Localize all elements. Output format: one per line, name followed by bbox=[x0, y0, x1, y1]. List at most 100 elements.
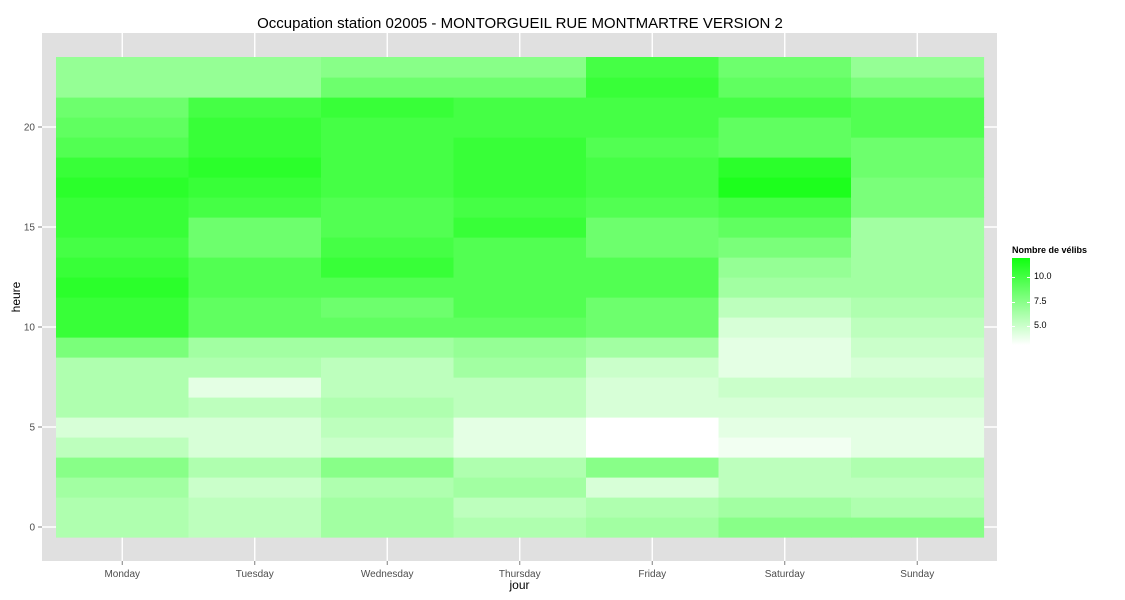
heatmap-cell bbox=[851, 97, 985, 118]
heatmap-cell bbox=[586, 237, 720, 258]
heatmap-cell bbox=[718, 297, 852, 318]
heatmap-cell bbox=[851, 297, 985, 318]
heatmap-cell bbox=[56, 257, 190, 278]
heatmap-cell bbox=[586, 357, 720, 378]
heatmap-cell bbox=[586, 477, 720, 498]
heatmap-cell bbox=[453, 377, 587, 398]
heatmap-cell bbox=[453, 357, 587, 378]
heatmap-cell bbox=[188, 137, 322, 158]
heatmap-cell bbox=[718, 357, 852, 378]
heatmap-cell bbox=[586, 277, 720, 298]
heatmap-cell bbox=[321, 317, 455, 338]
heatmap-cell bbox=[188, 117, 322, 138]
heatmap-cell bbox=[56, 317, 190, 338]
heatmap-cell bbox=[321, 117, 455, 138]
heatmap-cell bbox=[851, 197, 985, 218]
heatmap-cell bbox=[321, 57, 455, 78]
heatmap-cell bbox=[56, 517, 190, 538]
heatmap-cell bbox=[321, 77, 455, 98]
heatmap-cell bbox=[453, 57, 587, 78]
legend-tick-label: 7.5 bbox=[1034, 295, 1047, 306]
heatmap-cell bbox=[321, 237, 455, 258]
heatmap-cell bbox=[188, 437, 322, 458]
heatmap-cell bbox=[321, 377, 455, 398]
heatmap-cell bbox=[56, 357, 190, 378]
heatmap-cell bbox=[188, 477, 322, 498]
x-tick-label: Friday bbox=[638, 569, 666, 580]
heatmap-cell bbox=[586, 497, 720, 518]
heatmap-cell bbox=[718, 97, 852, 118]
heatmap-cell bbox=[188, 57, 322, 78]
heatmap-cell bbox=[56, 77, 190, 98]
heatmap-cell bbox=[56, 377, 190, 398]
heatmap-cell bbox=[586, 57, 720, 78]
heatmap-cell bbox=[851, 477, 985, 498]
heatmap-cell bbox=[188, 317, 322, 338]
heatmap-cell bbox=[586, 157, 720, 178]
heatmap-cell bbox=[188, 517, 322, 538]
heatmap-cell bbox=[851, 377, 985, 398]
heatmap-cell bbox=[188, 357, 322, 378]
heatmap-cell bbox=[453, 477, 587, 498]
heatmap-cell bbox=[586, 297, 720, 318]
heatmap-cell bbox=[188, 457, 322, 478]
heatmap-cell bbox=[453, 497, 587, 518]
legend-tick-label: 10.0 bbox=[1034, 271, 1052, 282]
heatmap-cell bbox=[56, 477, 190, 498]
heatmap-cell bbox=[453, 517, 587, 538]
heatmap-cell bbox=[56, 217, 190, 238]
heatmap-cell bbox=[718, 57, 852, 78]
heatmap-cell bbox=[851, 77, 985, 98]
heatmap-cell bbox=[586, 457, 720, 478]
heatmap-cell bbox=[188, 337, 322, 358]
heatmap-cell bbox=[56, 397, 190, 418]
heatmap-cell bbox=[56, 297, 190, 318]
heatmap-cell bbox=[453, 457, 587, 478]
legend-tick-mark bbox=[1012, 325, 1015, 327]
heatmap-cell bbox=[56, 457, 190, 478]
x-tick-label: Sunday bbox=[900, 569, 934, 580]
heatmap-cell bbox=[718, 237, 852, 258]
heatmap-cell bbox=[188, 237, 322, 258]
heatmap-cell bbox=[718, 317, 852, 338]
heatmap-cell bbox=[56, 497, 190, 518]
y-tick-label: 5 bbox=[29, 423, 35, 434]
heatmap-cell bbox=[718, 197, 852, 218]
heatmap-cell bbox=[718, 137, 852, 158]
y-tick-label: 0 bbox=[29, 523, 35, 534]
heatmap-cell bbox=[718, 157, 852, 178]
heatmap-cell bbox=[586, 97, 720, 118]
y-tick-label: 15 bbox=[24, 223, 36, 234]
heatmap-cell bbox=[851, 357, 985, 378]
heatmap-cell bbox=[453, 217, 587, 238]
heatmap-cell bbox=[321, 277, 455, 298]
heatmap-cell bbox=[321, 457, 455, 478]
heatmap-cell bbox=[586, 177, 720, 198]
heatmap-cell bbox=[56, 97, 190, 118]
heatmap-cell bbox=[586, 437, 720, 458]
heatmap-cell bbox=[718, 377, 852, 398]
heatmap-cell bbox=[851, 217, 985, 238]
legend-tick-mark bbox=[1012, 301, 1015, 303]
heatmap-cell bbox=[453, 157, 587, 178]
heatmap-cell bbox=[453, 177, 587, 198]
heatmap-cell bbox=[718, 177, 852, 198]
y-tick-label: 10 bbox=[24, 323, 36, 334]
heatmap-cell bbox=[586, 117, 720, 138]
heatmap-cell bbox=[851, 437, 985, 458]
x-tick-label: Saturday bbox=[765, 569, 805, 580]
heatmap-cell bbox=[851, 317, 985, 338]
heatmap-cell bbox=[321, 337, 455, 358]
heatmap-cell bbox=[188, 97, 322, 118]
heatmap-cell bbox=[586, 417, 720, 438]
heatmap-cell bbox=[56, 277, 190, 298]
heatmap-cell bbox=[851, 137, 985, 158]
heatmap-cell bbox=[321, 217, 455, 238]
y-axis-title: heure bbox=[9, 281, 23, 312]
legend-tick-mark bbox=[1027, 277, 1030, 279]
heatmap-cell bbox=[586, 337, 720, 358]
heatmap-cell bbox=[851, 517, 985, 538]
heatmap-cell bbox=[718, 277, 852, 298]
heatmap-cell bbox=[188, 297, 322, 318]
color-legend: Nombre de vélibs 5.0 7.5 10.0 bbox=[1012, 245, 1087, 345]
